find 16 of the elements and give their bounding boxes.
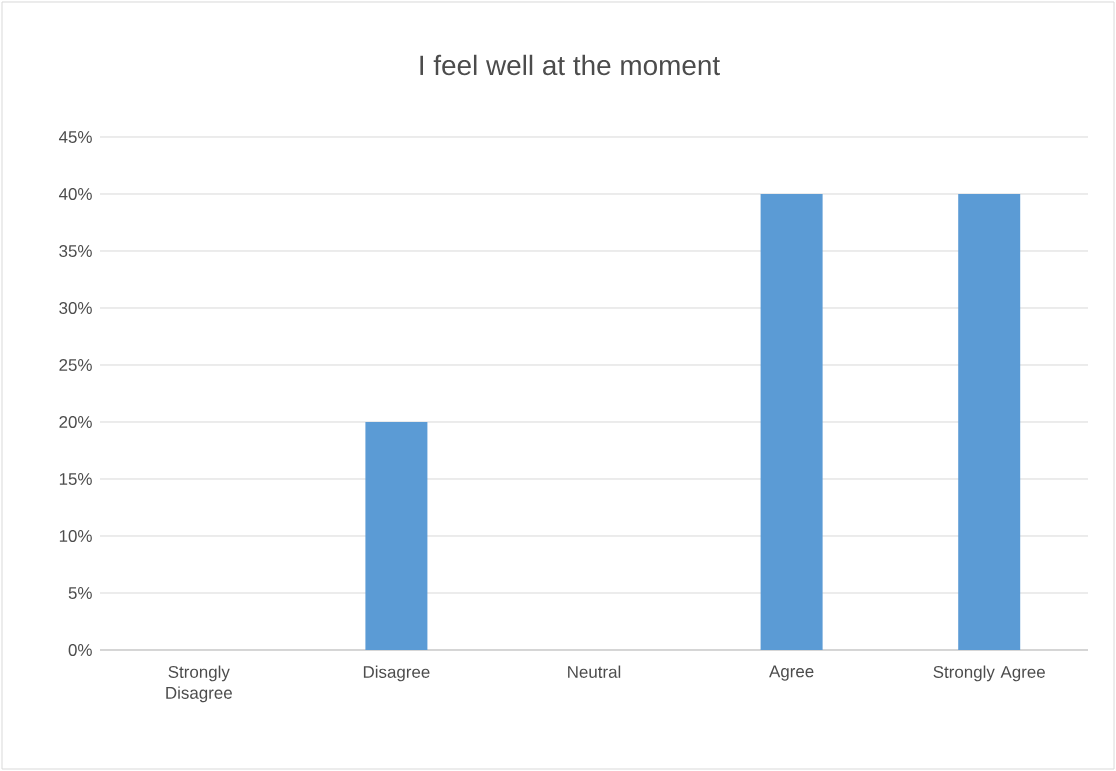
y-tick-label: 30% <box>59 302 92 314</box>
y-tick-label: 45% <box>58 131 92 143</box>
y-tick-label: 15% <box>59 473 92 485</box>
y-tick-label: 40% <box>58 188 92 200</box>
y-tick-label: 20% <box>59 416 92 428</box>
chart-title: I feel well at the moment <box>420 54 720 76</box>
y-tick-label: 5% <box>68 587 92 599</box>
x-tick-label: Strongly Disagree <box>166 665 232 703</box>
y-tick-label: 35% <box>59 245 92 257</box>
y-tick-label: 0% <box>68 644 92 656</box>
x-tick-label: Strongly Agree <box>933 665 1045 682</box>
x-tick-label: Disagree <box>363 665 430 682</box>
y-tick-label: 25% <box>59 359 92 371</box>
x-tick-label: Agree <box>769 665 814 681</box>
x-tick-label: Neutral <box>568 665 621 678</box>
y-tick-label: 10% <box>59 530 92 542</box>
